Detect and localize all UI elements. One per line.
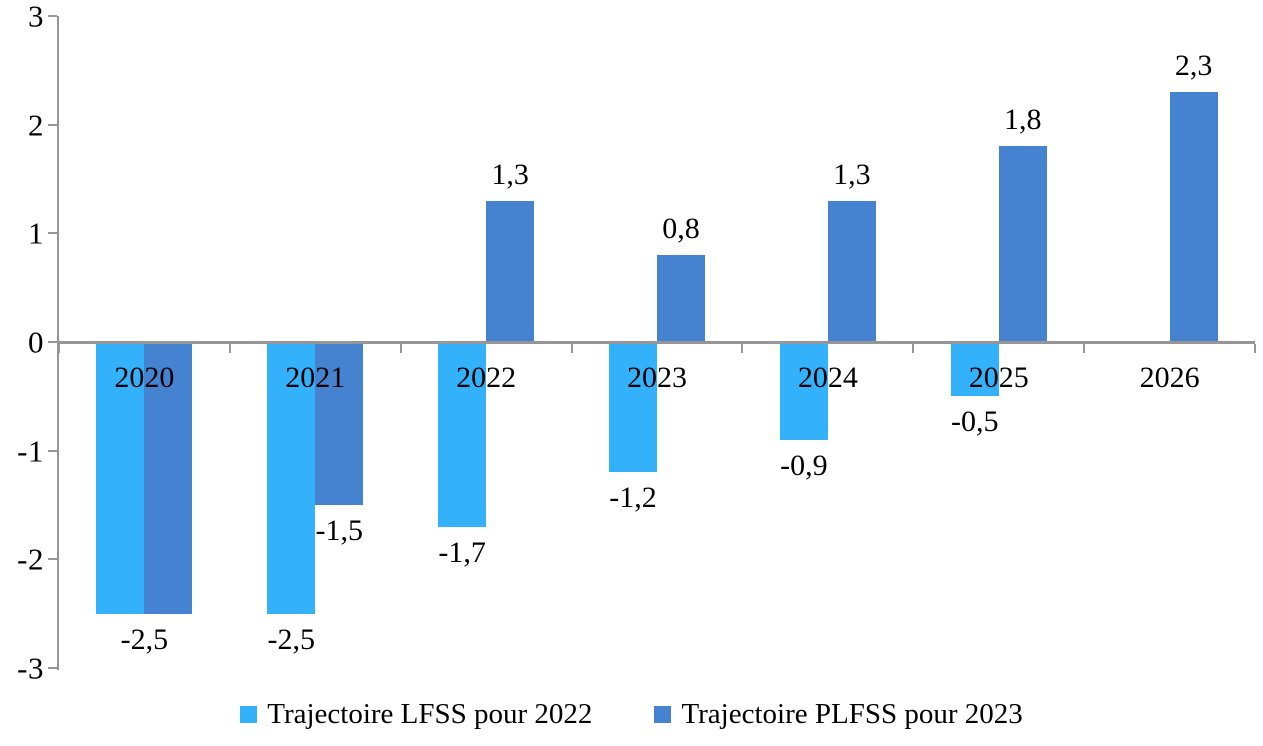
- x-axis-label-2024: 2024: [797, 361, 858, 394]
- x-axis-tick: [58, 344, 60, 353]
- value-label-lfss-2023: -1,2: [609, 481, 657, 515]
- legend-swatch-lfss: [240, 705, 258, 723]
- y-axis-line: [57, 16, 59, 670]
- y-axis-tick-label: -1: [17, 433, 44, 469]
- bar-plfss-2024: [827, 200, 876, 342]
- value-label-lfss-2022: -1,7: [438, 535, 486, 569]
- x-axis-tick: [1254, 344, 1256, 353]
- value-label-lfss-2021: -2,5: [267, 622, 316, 656]
- x-axis-label-2023: 2023: [627, 361, 687, 394]
- value-label-lfss-2020: -2,5: [120, 622, 169, 656]
- x-axis-label-2022: 2022: [456, 361, 517, 394]
- bar-lfss-2021: [267, 342, 316, 614]
- value-label-plfss-2023: 0,8: [662, 212, 700, 246]
- bar-lfss-2023: [609, 342, 657, 473]
- y-axis-tick-label: 3: [28, 0, 44, 34]
- y-axis-tick: [48, 667, 57, 669]
- x-axis-label-2025: 2025: [968, 361, 1029, 394]
- x-axis-label-2026: 2026: [1139, 361, 1200, 394]
- x-axis-label-2020: 2020: [114, 361, 175, 394]
- value-label-lfss-2025: -0,5: [950, 405, 999, 439]
- x-axis-label-2021: 2021: [285, 361, 346, 394]
- y-axis-tick-label: 0: [28, 324, 44, 360]
- bar-plfss-2020: [144, 342, 193, 614]
- value-label-plfss-2026: 2,3: [1174, 49, 1213, 83]
- x-axis-line: [59, 341, 1255, 344]
- x-axis-tick: [912, 344, 915, 353]
- bar-plfss-2026: [1169, 92, 1218, 342]
- bar-plfss-2021: [315, 342, 364, 505]
- value-label-plfss-2022: 1,3: [491, 157, 529, 191]
- legend-swatch-plfss: [654, 705, 672, 723]
- bar-plfss-2025: [998, 146, 1047, 342]
- y-axis-tick: [48, 449, 57, 452]
- y-axis-tick-label: 2: [28, 107, 44, 143]
- bar-lfss-2024: [779, 342, 828, 440]
- x-axis-tick: [1083, 344, 1086, 353]
- legend-item-plfss: Trajectoire PLFSS pour 2023: [654, 697, 1023, 731]
- y-axis-tick-label: -3: [17, 650, 44, 686]
- x-axis-tick: [228, 344, 231, 353]
- legend-label-plfss: Trajectoire PLFSS pour 2023: [681, 698, 1023, 730]
- x-axis-tick: [399, 344, 402, 353]
- bar-plfss-2023: [657, 255, 705, 342]
- y-axis-tick: [48, 232, 57, 235]
- legend-item-lfss: Trajectoire LFSS pour 2022: [240, 697, 592, 731]
- x-axis-tick: [570, 344, 573, 353]
- legend-label-lfss: Trajectoire LFSS pour 2022: [267, 698, 593, 730]
- bar-lfss-2022: [438, 342, 487, 527]
- y-axis-tick: [48, 558, 57, 561]
- bar-lfss-2025: [950, 342, 999, 397]
- value-label-lfss-2024: -0,9: [780, 448, 828, 482]
- legend: Trajectoire LFSS pour 2022 Trajectoire P…: [0, 697, 1263, 731]
- bar-lfss-2020: [96, 342, 145, 614]
- value-label-plfss-2024: 1,3: [833, 157, 871, 191]
- y-axis-tick-label: -2: [17, 541, 44, 577]
- y-axis-tick: [48, 123, 57, 126]
- y-axis-tick: [48, 15, 57, 17]
- y-axis-tick-label: 1: [28, 215, 44, 251]
- y-axis-tick: [48, 341, 57, 343]
- x-axis-tick: [741, 344, 744, 353]
- bar-plfss-2022: [486, 200, 535, 342]
- value-label-plfss-2021: -1,5: [315, 514, 364, 547]
- value-label-plfss-2025: 1,8: [1003, 103, 1042, 137]
